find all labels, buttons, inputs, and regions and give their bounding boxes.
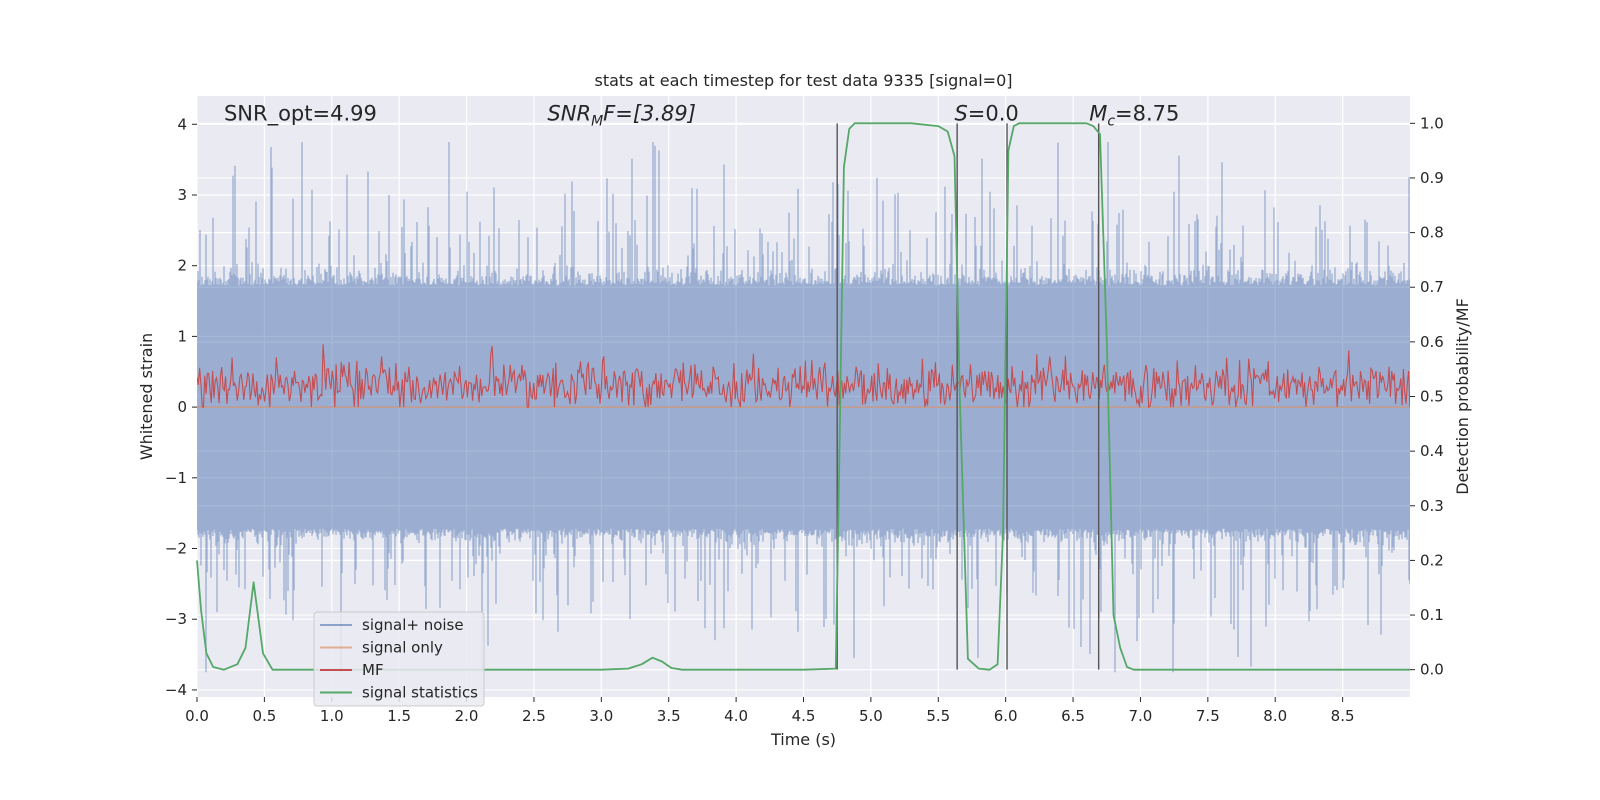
y-right-tick-label: 0.8 <box>1420 224 1444 242</box>
y-tick-label: 0 <box>177 398 187 416</box>
y-right-tick-label: 0.7 <box>1420 278 1444 296</box>
y-right-tick-label: 0.0 <box>1420 661 1444 679</box>
x-tick-label: 4.5 <box>792 707 816 725</box>
annotation-text: SNRMF=[3.89] <box>547 102 696 130</box>
annotation-text: SNR_opt=4.99 <box>224 102 377 127</box>
y-axis-label: Whitened strain <box>137 333 156 460</box>
annotation-text: Mc=8.75 <box>1089 102 1179 130</box>
y-right-tick-label: 0.4 <box>1420 442 1444 460</box>
y-tick-label: 4 <box>177 115 187 133</box>
y-right-tick-label: 1.0 <box>1420 114 1444 132</box>
mf-line <box>197 344 1410 409</box>
y-tick-label: 1 <box>177 327 187 345</box>
x-tick-label: 3.5 <box>657 707 681 725</box>
y-tick-label: −2 <box>165 540 187 558</box>
y-right-tick-label: 0.6 <box>1420 333 1444 351</box>
legend: signal+ noise signal only MF signal statist… <box>313 611 485 707</box>
x-tick-label: 4.0 <box>724 707 748 725</box>
x-tick-label: 3.0 <box>589 707 613 725</box>
chart-title: stats at each timestep for test data 933… <box>594 71 1012 90</box>
y-right-tick-label: 0.2 <box>1420 551 1444 569</box>
x-tick-label: 8.5 <box>1331 707 1355 725</box>
signal-statistics-series <box>196 122 1410 671</box>
x-tick-label: 6.0 <box>994 707 1018 725</box>
legend-box <box>313 611 485 707</box>
y-tick-label: 2 <box>177 257 187 275</box>
x-tick-label: 2.0 <box>455 707 479 725</box>
x-tick-label: 5.5 <box>926 707 950 725</box>
signal-statistics-line <box>196 122 1410 671</box>
x-axis-label: Time (s) <box>770 730 836 749</box>
y-tick-label: −3 <box>165 610 187 628</box>
x-tick-label: 2.5 <box>522 707 546 725</box>
x-tick-label: 0.0 <box>185 707 209 725</box>
legend-label: signal statistics <box>362 684 478 702</box>
x-tick-label: 7.5 <box>1196 707 1220 725</box>
legend-label: MF <box>362 661 384 679</box>
x-tick-label: 7.0 <box>1129 707 1153 725</box>
traces <box>197 142 1410 673</box>
annotations: SNR_opt=4.99 SNRMF=[3.89] S=0.0 Mc=8.75 <box>224 102 1179 130</box>
annotation-text: S=0.0 <box>954 102 1018 126</box>
y-tick-label: 3 <box>177 186 187 204</box>
legend-label: signal only <box>362 639 443 657</box>
signal-noise-line <box>197 142 1410 673</box>
y-right-tick-label: 0.5 <box>1420 388 1444 406</box>
x-tick-label: 6.5 <box>1061 707 1085 725</box>
x-tick-label: 1.0 <box>320 707 344 725</box>
y-tick-label: −1 <box>165 469 187 487</box>
y-right-axis-label: Detection probability/MF <box>1453 298 1472 495</box>
y-right-tick-label: 0.3 <box>1420 497 1444 515</box>
x-tick-label: 1.5 <box>387 707 411 725</box>
x-tick-label: 8.0 <box>1263 707 1287 725</box>
legend-label: signal+ noise <box>362 616 464 634</box>
y-right-tick-label: 0.1 <box>1420 606 1444 624</box>
x-tick-label: 0.5 <box>252 707 276 725</box>
axis-ticks: 0.0 0.5 1.0 1.5 2.0 2.5 3.0 3.5 4.0 4.5 5.0 5.5 6.0 6… <box>165 114 1444 725</box>
y-right-tick-label: 0.9 <box>1420 169 1444 187</box>
y-tick-label: −4 <box>165 681 187 699</box>
x-tick-label: 5.0 <box>859 707 883 725</box>
